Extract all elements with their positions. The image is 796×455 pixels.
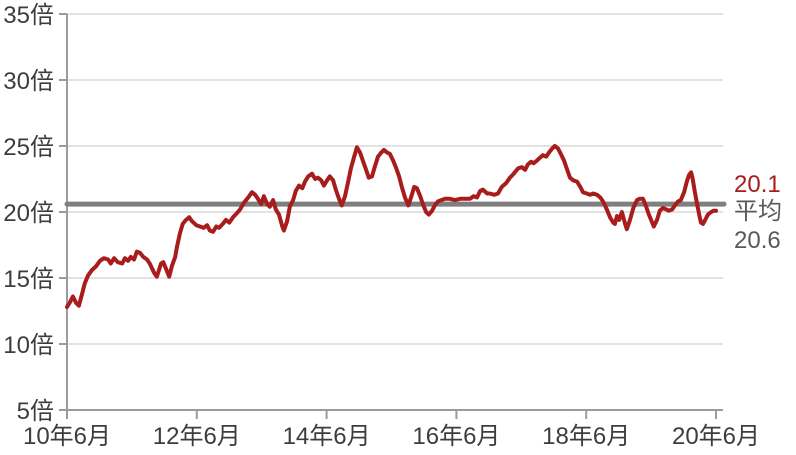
x-tick-label: 20年6月 <box>672 423 760 450</box>
right-annotation-block: 20.1 平均 20.6 <box>734 173 782 253</box>
x-tick-label: 18年6月 <box>542 423 630 450</box>
y-tick-label: 25倍 <box>3 134 54 161</box>
last-value-label: 20.1 <box>734 171 781 198</box>
y-tick-label: 10倍 <box>3 332 54 359</box>
x-tick-label: 14年6月 <box>283 423 371 450</box>
y-tick-label: 5倍 <box>17 398 54 425</box>
y-tick-label: 35倍 <box>3 2 54 29</box>
x-tick-label: 10年6月 <box>23 423 111 450</box>
average-label: 平均 <box>734 198 782 225</box>
series-line <box>65 144 718 309</box>
x-tick-label: 12年6月 <box>153 423 241 450</box>
y-tick-label: 30倍 <box>3 68 54 95</box>
x-tick-label: 16年6月 <box>412 423 500 450</box>
y-tick-label: 15倍 <box>3 266 54 293</box>
average-value-label: 20.6 <box>734 227 781 254</box>
y-tick-label: 20倍 <box>3 200 54 227</box>
